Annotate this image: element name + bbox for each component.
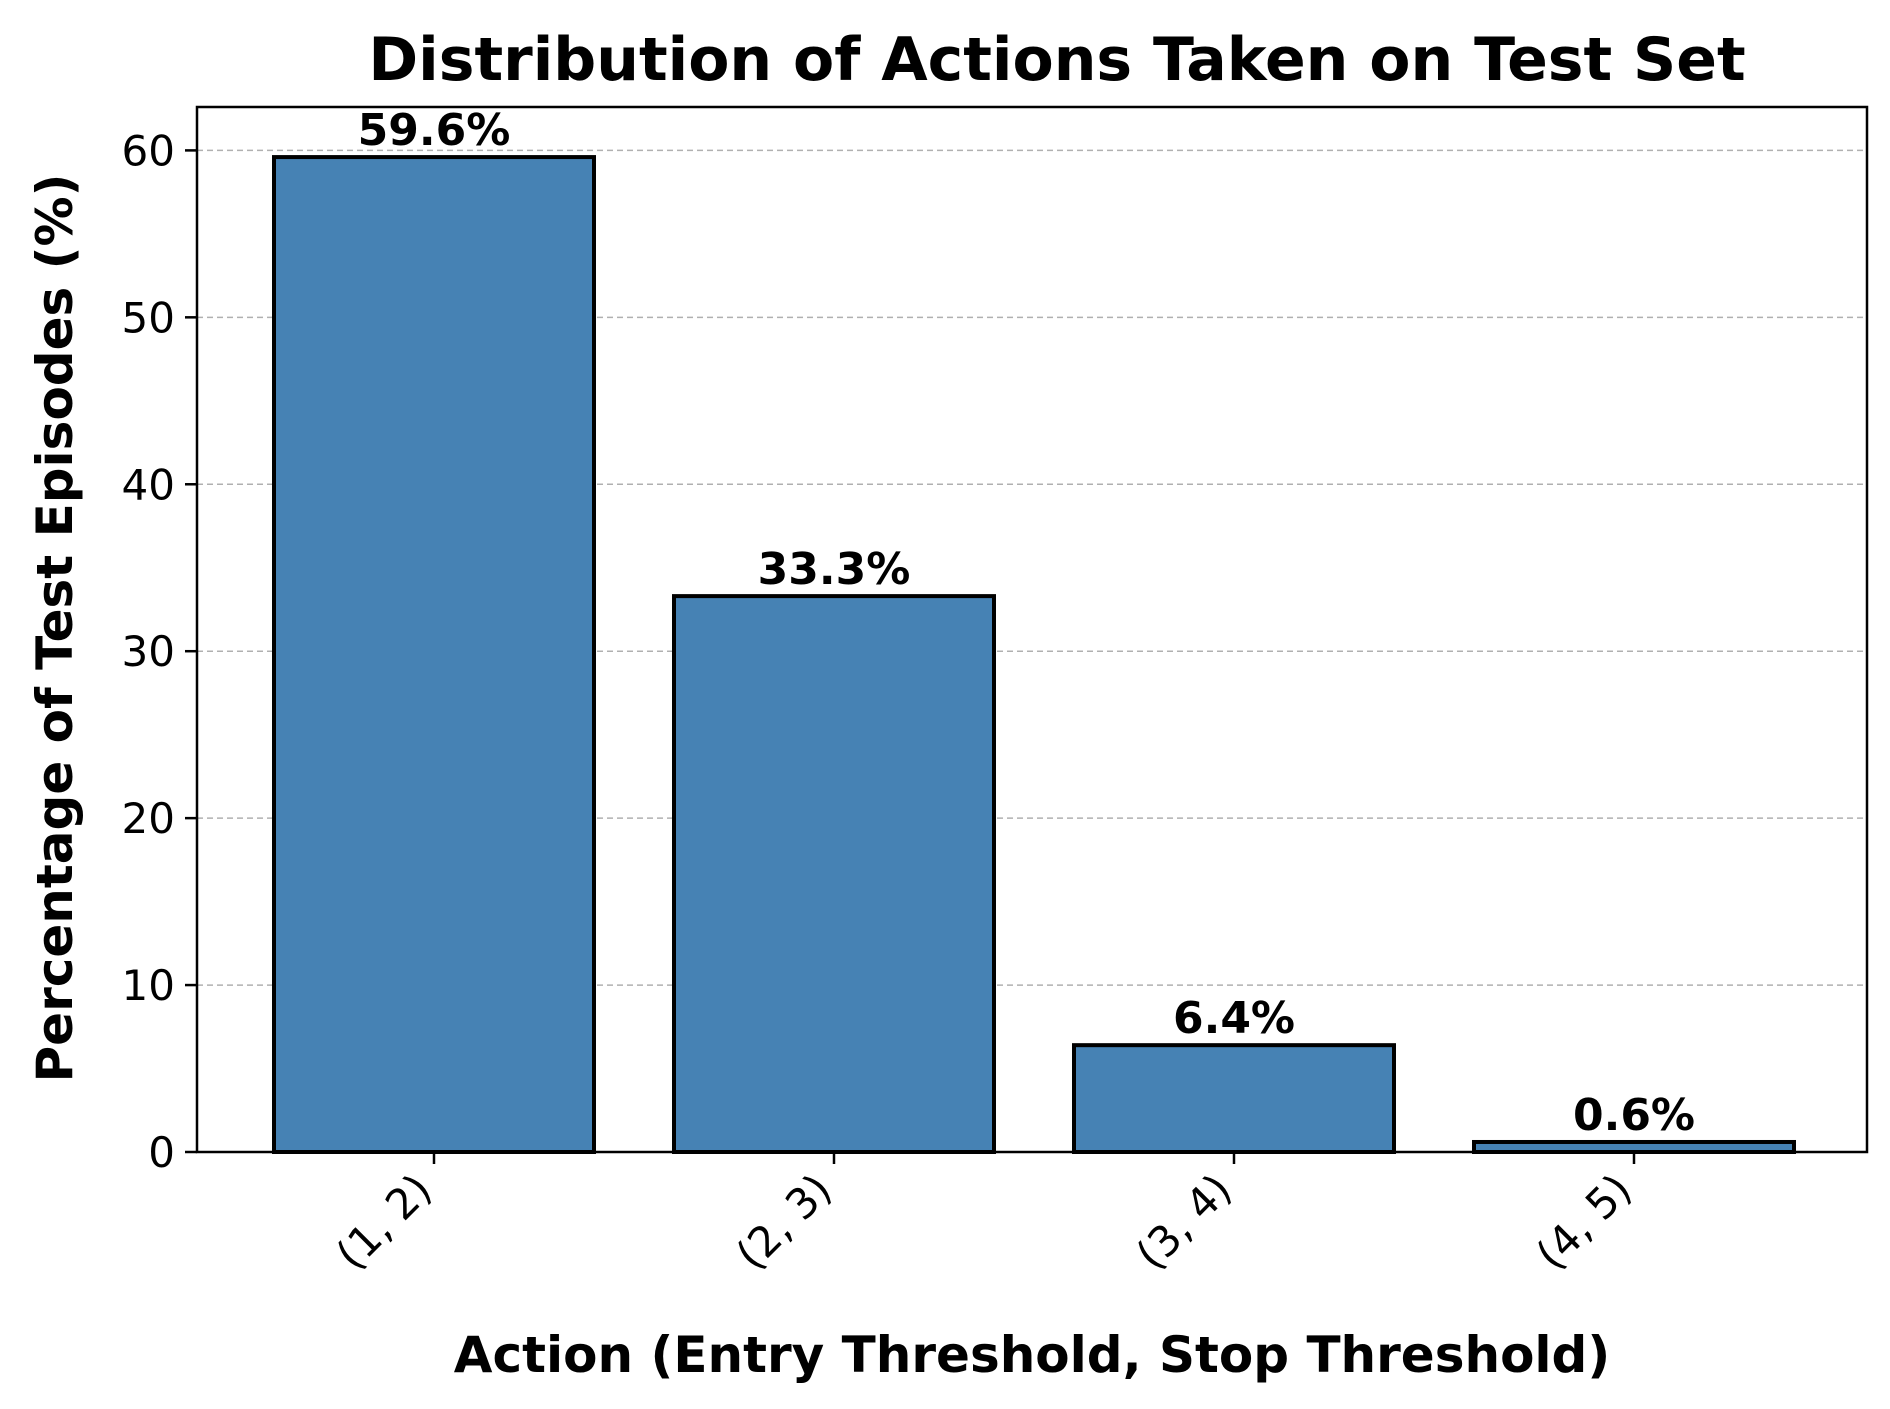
plot-frame (195, 105, 1869, 1154)
chart-title: Distribution of Actions Taken on Test Se… (368, 25, 1745, 95)
x-tick-label: (2, 3) (727, 1164, 841, 1278)
x-tick-label: (1, 2) (327, 1164, 441, 1278)
y-tick-label: 60 (122, 126, 175, 175)
data-label: 6.4% (1173, 993, 1295, 1044)
y-tick-label: 40 (122, 460, 175, 509)
bar (1472, 1139, 1796, 1154)
x-axis-ticks: (1, 2) (2, 3) (3, 4) (4, 5) (327, 1152, 1641, 1279)
data-label: 59.6% (358, 105, 511, 156)
y-axis-ticks: 0 10 20 30 40 50 60 (122, 126, 197, 1177)
grid-lines (197, 149, 1867, 986)
y-tick-label: 10 (122, 961, 175, 1010)
x-tick-label: (4, 5) (1527, 1164, 1641, 1278)
data-label: 0.6% (1573, 1090, 1695, 1141)
y-tick-label: 20 (122, 794, 175, 843)
y-tick-label: 0 (148, 1128, 175, 1177)
y-tick-label: 50 (122, 293, 175, 342)
data-labels: 59.6% 33.3% 6.4% 0.6% (358, 105, 1695, 1141)
x-axis-label: Action (Entry Threshold, Stop Threshold) (454, 1326, 1610, 1384)
bar (672, 594, 996, 1154)
y-tick-label: 30 (122, 627, 175, 676)
data-label: 33.3% (758, 544, 911, 595)
bar (1072, 1043, 1396, 1155)
bars (272, 155, 1796, 1155)
y-axis-label: Percentage of Test Episodes (%) (26, 174, 84, 1083)
x-tick-label: (3, 4) (1127, 1164, 1241, 1278)
bar (272, 155, 596, 1154)
